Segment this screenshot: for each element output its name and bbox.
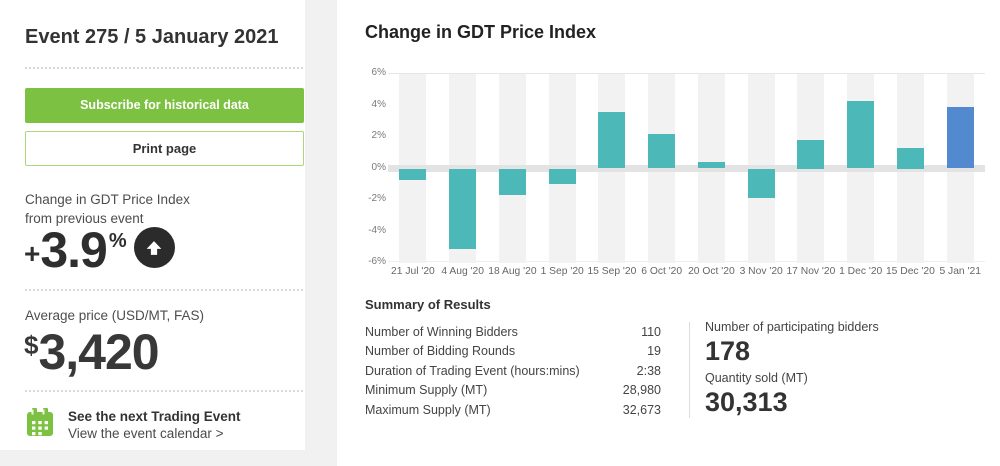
x-tick-label: 4 Aug '20: [441, 266, 484, 277]
summary-heading: Summary of Results: [365, 297, 491, 312]
stat-value: 178: [705, 336, 751, 366]
print-page-button[interactable]: Print page: [25, 131, 304, 166]
summary-row: Maximum Supply (MT) 32,673: [365, 400, 661, 420]
page-title: Event 275 / 5 January 2021: [25, 26, 279, 48]
divider: [25, 390, 303, 392]
bar-18-aug-20: [498, 168, 526, 196]
x-tick-label: 20 Oct '20: [688, 266, 735, 277]
y-tick-label: -2%: [368, 193, 386, 204]
x-tick-label: 21 Jul '20: [391, 266, 435, 277]
stat-label: Number of participating bidders: [705, 320, 879, 334]
bar-15-dec-20: [896, 148, 924, 169]
summary-row: Number of Winning Bidders 110: [365, 322, 661, 342]
change-index-label: Change in GDT Price Index from previous …: [25, 192, 190, 226]
x-tick-label: 5 Jan '21: [939, 266, 981, 277]
summary-row-label: Maximum Supply (MT): [365, 402, 491, 417]
summary-row: Duration of Trading Event (hours:mins) 2:…: [365, 361, 661, 381]
summary-row-value: 28,980: [622, 383, 661, 398]
stat-label: Quantity sold (MT): [705, 371, 808, 385]
divider: [25, 67, 303, 69]
bar-6-oct-20: [648, 133, 676, 169]
vertical-divider: [689, 322, 690, 418]
summary-row-value: 19: [647, 344, 661, 359]
summary-stats: Number of participating bidders 178 Quanti…: [705, 320, 879, 422]
bar-20-oct-20: [697, 162, 725, 169]
change-unit: %: [108, 230, 127, 252]
y-tick-label: -6%: [368, 256, 386, 267]
summary-row-value: 110: [641, 324, 661, 339]
average-price-value: 3,420: [38, 324, 159, 380]
summary-row: Number of Bidding Rounds 19: [365, 342, 661, 362]
price-index-bar-chart: [388, 73, 985, 263]
summary-row: Minimum Supply (MT) 28,980: [365, 381, 661, 401]
average-price: $ 3,420: [24, 324, 160, 380]
bar-1-dec-20: [847, 100, 875, 169]
divider: [25, 289, 303, 291]
x-tick-label: 6 Oct '20: [641, 266, 683, 277]
event-sidebar: Event 275 / 5 January 2021 Subscribe for…: [0, 0, 305, 450]
currency-symbol: $: [24, 330, 39, 360]
bar-3-nov-20: [747, 168, 775, 199]
summary-row-label: Minimum Supply (MT): [365, 383, 488, 398]
bar-15-sep-20: [598, 111, 626, 169]
average-price-label: Average price (USD/MT, FAS): [25, 308, 205, 323]
summary-row-label: Number of Winning Bidders: [365, 324, 518, 339]
change-sign: +: [24, 238, 41, 269]
x-tick-label: 18 Aug '20: [488, 266, 537, 277]
summary-row-label: Duration of Trading Event (hours:mins): [365, 363, 580, 378]
change-value: 3.9: [40, 222, 108, 278]
stat-value: 30,313: [705, 387, 788, 417]
event-calendar-link[interactable]: View the event calendar >: [68, 426, 224, 441]
y-tick-label: 6%: [371, 67, 386, 78]
summary-row-value: 2:38: [636, 363, 661, 378]
bar-1-sep-20: [548, 168, 576, 185]
up-arrow-icon: [133, 227, 175, 268]
x-tick-label: 15 Dec '20: [885, 266, 935, 277]
summary-table: Number of Winning Bidders 110 Number of Bi…: [365, 322, 661, 420]
y-tick-label: -4%: [368, 224, 386, 236]
x-tick-label: 1 Dec '20: [839, 266, 883, 277]
calendar-icon: [26, 408, 54, 443]
y-tick-label: 0%: [371, 161, 386, 173]
x-tick-label: 1 Sep '20: [540, 266, 584, 277]
bar-5-jan-21: [946, 107, 974, 169]
summary-row-value: 32,673: [622, 402, 661, 417]
price-index-change: + 3.9 %: [24, 224, 175, 276]
x-tick-label: 17 Nov '20: [786, 266, 836, 277]
bar-4-aug-20: [449, 168, 477, 249]
results-panel: Change in GDT Price Index 6% 4% 2% 0% -2% -4%…: [337, 0, 1000, 466]
zero-line-band: [388, 165, 985, 172]
subscribe-button[interactable]: Subscribe for historical data: [25, 88, 304, 123]
next-event-title: See the next Trading Event: [68, 409, 241, 424]
bar-17-nov-20: [797, 140, 825, 169]
y-tick-label: 4%: [371, 98, 386, 110]
x-tick-label: 15 Sep '20: [587, 266, 637, 277]
chart-title: Change in GDT Price Index: [365, 22, 597, 42]
summary-row-label: Number of Bidding Rounds: [365, 344, 516, 359]
bar-21-jul-20: [399, 168, 427, 180]
y-tick-label: 2%: [371, 130, 386, 141]
x-tick-label: 3 Nov '20: [739, 266, 783, 277]
next-trading-event-link[interactable]: See the next Trading Event View the even…: [26, 408, 241, 443]
